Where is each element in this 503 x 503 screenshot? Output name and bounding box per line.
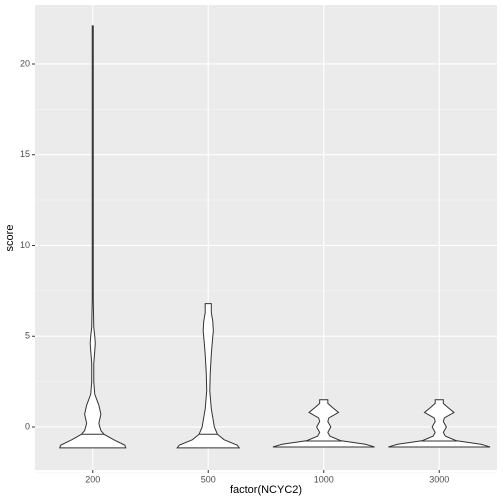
panel <box>35 5 497 470</box>
x-tick-label: 200 <box>85 474 100 484</box>
violin <box>59 25 127 449</box>
y-tick-label: 20 <box>20 58 30 68</box>
violin <box>176 303 241 449</box>
x-tick-label: 500 <box>201 474 216 484</box>
y-axis-title: score <box>4 225 16 252</box>
y-tick-label: 5 <box>25 331 30 341</box>
x-axis-title: factor(NCYC2) <box>230 484 302 496</box>
y-tick-label: 15 <box>20 149 30 159</box>
violin <box>388 399 491 448</box>
violin <box>272 399 375 448</box>
y-tick-label: 0 <box>25 421 30 431</box>
x-tick-label: 1000 <box>314 474 334 484</box>
y-tick-label: 10 <box>20 240 30 250</box>
x-tick-label: 3000 <box>429 474 449 484</box>
